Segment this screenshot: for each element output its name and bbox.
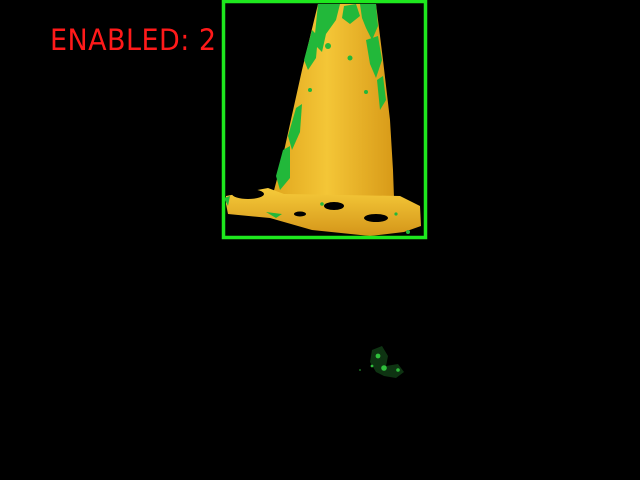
enabled-status: ENABLED: 2: [50, 22, 216, 58]
enabled-label: ENABLED:: [50, 23, 190, 57]
cone-base-noise: [224, 196, 410, 234]
cone-edge-noise: [276, 4, 386, 190]
enabled-count: 2: [198, 23, 217, 57]
detection-box: [221, 0, 428, 240]
cone-base-holes: [232, 189, 388, 222]
traffic-cone-icon: [224, 4, 421, 236]
cone-base: [226, 188, 421, 236]
cone-body: [272, 4, 394, 198]
noise-blob: [359, 346, 404, 378]
